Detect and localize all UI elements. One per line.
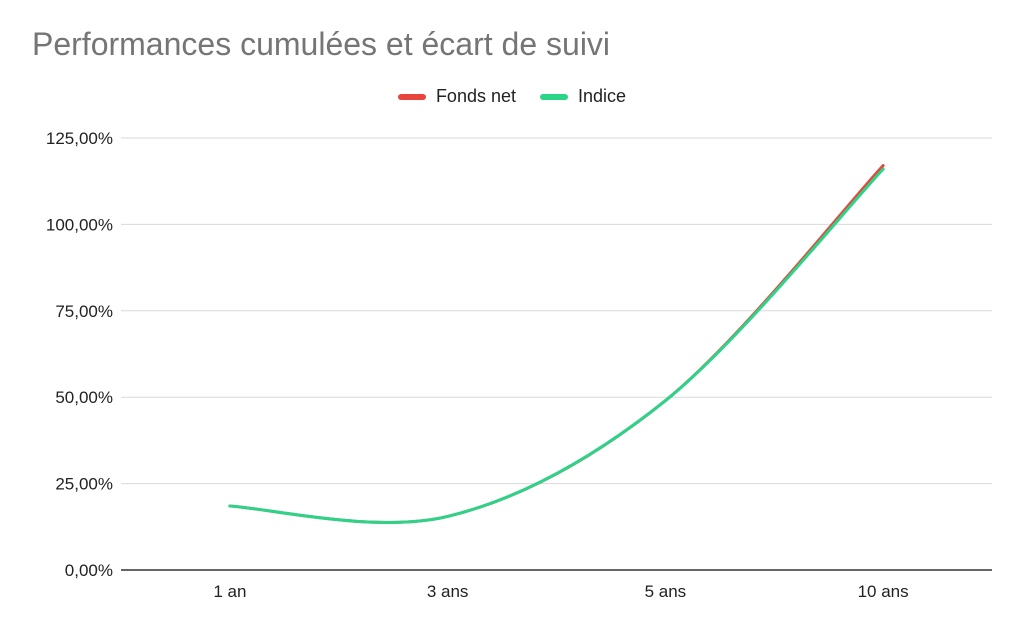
chart-legend: Fonds net Indice bbox=[0, 86, 1024, 107]
legend-label-indice: Indice bbox=[578, 86, 627, 106]
x-tick-label: 3 ans bbox=[427, 582, 469, 601]
legend-swatch-indice bbox=[540, 93, 568, 100]
legend-swatch-fonds-net bbox=[397, 93, 426, 100]
series-line-indice bbox=[228, 167, 885, 524]
x-tick-label: 1 an bbox=[213, 582, 246, 601]
y-tick-label: 75,00% bbox=[55, 302, 113, 321]
x-tick-label: 5 ans bbox=[645, 582, 687, 601]
y-tick-label: 0,00% bbox=[65, 561, 113, 580]
legend-item-fonds-net: Fonds net bbox=[397, 86, 516, 107]
chart-title: Performances cumulées et écart de suivi bbox=[32, 26, 611, 62]
y-tick-label: 25,00% bbox=[55, 475, 113, 494]
y-tick-label: 50,00% bbox=[55, 388, 113, 407]
y-tick-label: 100,00% bbox=[46, 215, 113, 234]
x-tick-label: 10 ans bbox=[858, 582, 909, 601]
series-line-fonds-net bbox=[228, 164, 885, 524]
legend-item-indice: Indice bbox=[540, 86, 626, 107]
legend-label-fonds-net: Fonds net bbox=[435, 86, 516, 106]
y-tick-label: 125,00% bbox=[46, 129, 113, 148]
